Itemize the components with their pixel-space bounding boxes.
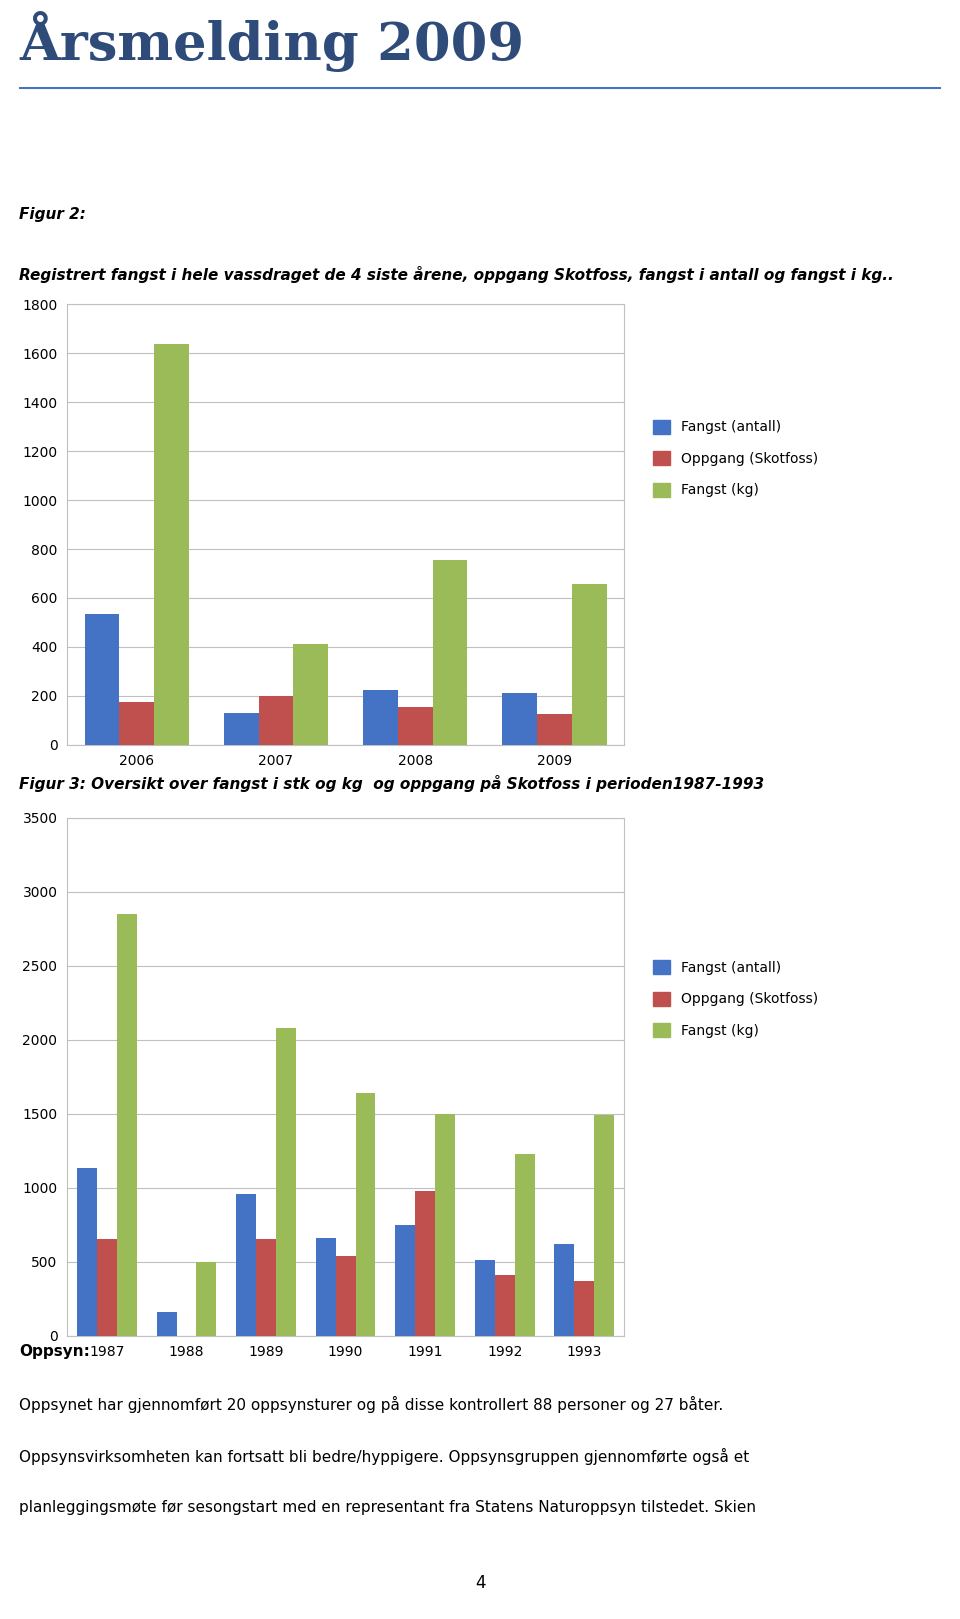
Text: planleggingsmøte før sesongstart med en representant fra Statens Naturoppsyn til: planleggingsmøte før sesongstart med en … bbox=[19, 1501, 756, 1515]
Bar bbox=[397, 708, 433, 745]
Text: 4: 4 bbox=[475, 1574, 485, 1591]
Bar bbox=[433, 560, 468, 745]
Bar bbox=[415, 1190, 435, 1336]
Legend: Fangst (antall), Oppgang (Skotfoss), Fangst (kg): Fangst (antall), Oppgang (Skotfoss), Fan… bbox=[648, 955, 824, 1043]
Bar bbox=[594, 1115, 614, 1336]
Text: Figur 3: Oversikt over fangst i stk og kg  og oppgang på Skotfoss i perioden1987: Figur 3: Oversikt over fangst i stk og k… bbox=[19, 776, 764, 792]
Text: Oppsynet har gjennomført 20 oppsynsturer og på disse kontrollert 88 personer og : Oppsynet har gjennomført 20 oppsynsturer… bbox=[19, 1396, 724, 1413]
Bar bbox=[396, 1224, 415, 1336]
Text: Figur 2:: Figur 2: bbox=[19, 207, 86, 222]
Bar bbox=[494, 1276, 515, 1336]
Bar bbox=[97, 1240, 117, 1336]
Bar bbox=[537, 714, 572, 745]
Legend: Fangst (antall), Oppgang (Skotfoss), Fangst (kg): Fangst (antall), Oppgang (Skotfoss), Fan… bbox=[648, 414, 824, 504]
Bar bbox=[502, 693, 537, 745]
Bar bbox=[554, 1243, 574, 1336]
Bar bbox=[574, 1281, 594, 1336]
Bar bbox=[316, 1239, 336, 1336]
Bar bbox=[276, 1028, 296, 1336]
Bar bbox=[156, 1311, 177, 1336]
Bar bbox=[294, 644, 328, 745]
Bar bbox=[572, 584, 607, 745]
Bar bbox=[363, 690, 397, 745]
Bar bbox=[435, 1114, 455, 1336]
Bar bbox=[84, 614, 119, 745]
Bar bbox=[236, 1193, 256, 1336]
Bar bbox=[197, 1261, 216, 1336]
Bar bbox=[117, 913, 136, 1336]
Text: Årsmelding 2009: Årsmelding 2009 bbox=[19, 11, 524, 71]
Text: Oppsynsvirksomheten kan fortsatt bli bedre/hyppigere. Oppsynsgruppen gjennomført: Oppsynsvirksomheten kan fortsatt bli bed… bbox=[19, 1447, 750, 1465]
Bar bbox=[336, 1256, 355, 1336]
Bar bbox=[224, 712, 258, 745]
Bar bbox=[256, 1240, 276, 1336]
Text: Oppsyn:: Oppsyn: bbox=[19, 1344, 90, 1358]
Bar bbox=[258, 696, 294, 745]
Bar bbox=[475, 1260, 494, 1336]
Bar bbox=[355, 1093, 375, 1336]
Text: Registrert fangst i hele vassdraget de 4 siste årene, oppgang Skotfoss, fangst i: Registrert fangst i hele vassdraget de 4… bbox=[19, 266, 894, 283]
Bar bbox=[155, 343, 189, 745]
Bar bbox=[119, 703, 155, 745]
Bar bbox=[515, 1154, 535, 1336]
Bar bbox=[77, 1169, 97, 1336]
